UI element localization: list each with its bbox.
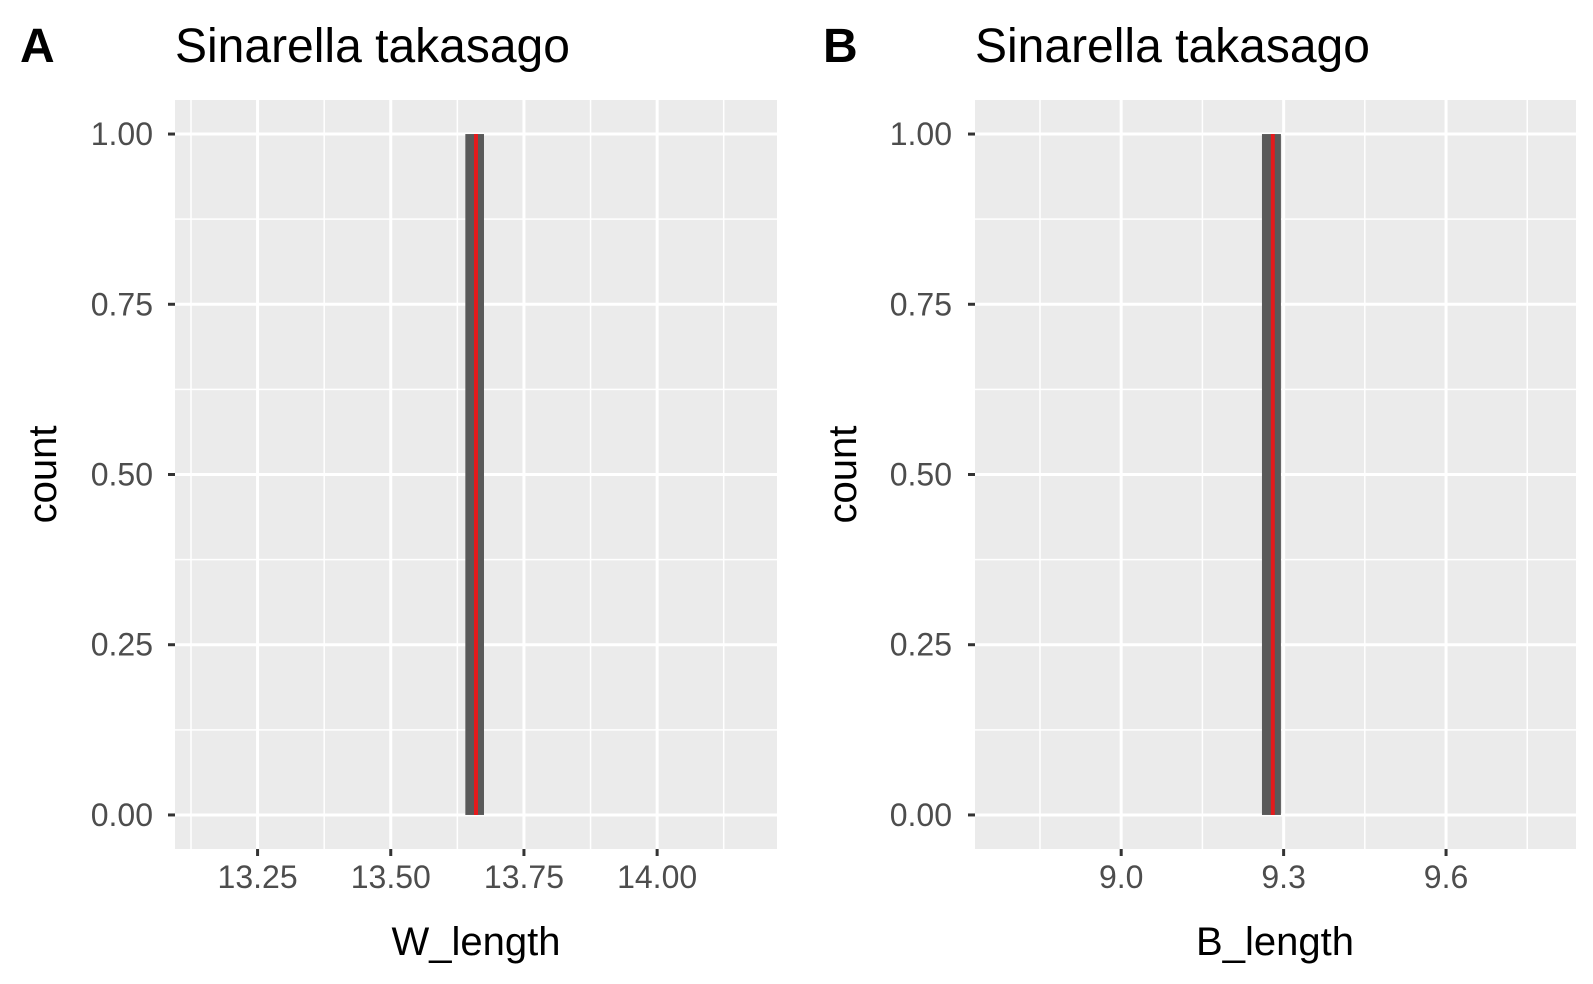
y-axis-title: count: [821, 426, 865, 524]
x-tick-label: 9.3: [1261, 859, 1305, 895]
y-tick-label: 0.50: [890, 457, 952, 493]
x-tick-label: 9.6: [1424, 859, 1468, 895]
chart-panel-a: 0.00 0.25 0.50 0.75 1.00 13.25 13.50 13.75 14.00…: [20, 20, 777, 964]
x-tick-label: 13.50: [351, 859, 431, 895]
y-tick-label: 0.75: [91, 286, 153, 322]
y-tick-label: 0.00: [91, 797, 153, 833]
panel-letter: A: [20, 20, 55, 73]
y-tick-label: 0.25: [890, 627, 952, 663]
y-tick-label: 1.00: [91, 116, 153, 152]
panel-title: Sinarella takasago: [975, 20, 1370, 73]
y-axis-title: count: [21, 426, 65, 524]
panel-letter: B: [823, 20, 858, 73]
x-tick-label: 9.0: [1099, 859, 1143, 895]
x-tick-label: 13.25: [218, 859, 298, 895]
x-axis-title: B_length: [1196, 920, 1354, 964]
y-tick-label: 1.00: [890, 116, 952, 152]
y-tick-label: 0.75: [890, 286, 952, 322]
y-tick-label: 0.50: [91, 457, 153, 493]
chart-panel-b: 0.00 0.25 0.50 0.75 1.00 9.0 9.3 9.6 B_length cou…: [821, 20, 1576, 964]
y-tick-label: 0.00: [890, 797, 952, 833]
panel-title: Sinarella takasago: [175, 20, 570, 73]
y-tick-label: 0.25: [91, 627, 153, 663]
x-tick-label: 14.00: [617, 859, 697, 895]
x-tick-label: 13.75: [484, 859, 564, 895]
x-axis-title: W_length: [392, 920, 561, 964]
